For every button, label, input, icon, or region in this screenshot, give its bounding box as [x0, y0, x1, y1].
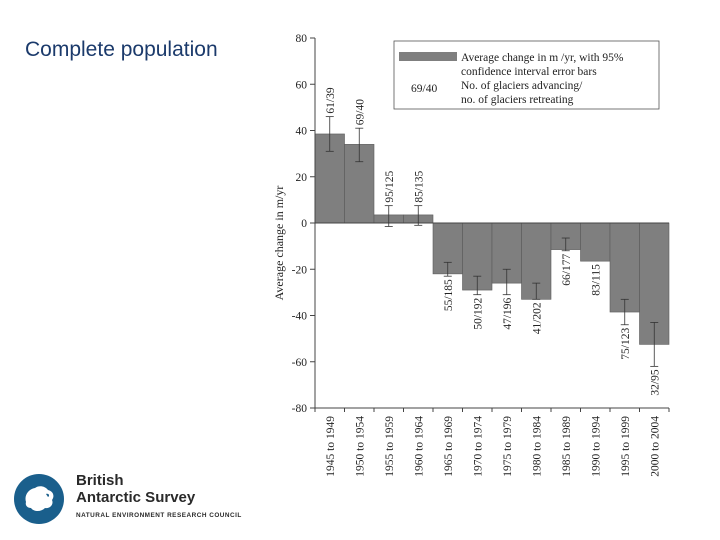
logo-name: British Antarctic Survey — [76, 472, 195, 506]
legend-entry-1: Average change in m /yr, with 95% confid… — [461, 52, 626, 78]
bar-count-label: 32/95 — [649, 369, 661, 395]
y-tick-label: 80 — [296, 33, 308, 45]
x-category-label: 1960 to 1964 — [413, 416, 425, 477]
x-category-label: 1945 to 1949 — [325, 416, 337, 477]
logo-subtitle: NATURAL ENVIRONMENT RESEARCH COUNCIL — [76, 512, 242, 519]
logo-line-2: Antarctic Survey — [76, 489, 196, 506]
x-category-label: 1955 to 1959 — [384, 416, 396, 477]
bar-count-label: 66/177 — [561, 254, 573, 286]
x-category-label: 1950 to 1954 — [354, 416, 366, 477]
y-tick-label: 60 — [296, 79, 308, 91]
glacier-change-chart: -80 -60 -40 -20 0 20 40 60 80 1945 to 1949 1950 to… — [272, 33, 670, 477]
x-category-label: 1980 to 1984 — [531, 416, 543, 477]
legend-sample: 69/40 — [411, 83, 437, 95]
bar-count-label: 95/125 — [384, 170, 396, 202]
x-category-label: 1970 to 1974 — [472, 416, 484, 477]
bar-count-label: 75/123 — [620, 328, 632, 360]
antarctica-emblem-icon — [14, 474, 64, 524]
bar-count-label: 83/115 — [590, 264, 602, 296]
bar — [609, 222, 640, 313]
y-tick-label: -80 — [292, 403, 308, 415]
x-category-label: 1995 to 1999 — [620, 416, 632, 477]
x-category-label: 1965 to 1969 — [443, 416, 455, 477]
bar-count-label: 69/40 — [354, 99, 366, 125]
x-category-label: 2000 to 2004 — [649, 416, 661, 477]
y-tick-label: -60 — [292, 357, 308, 369]
slide-title: Complete population — [25, 38, 218, 61]
y-tick-label: 20 — [296, 172, 308, 184]
chart-legend: Average change in m /yr, with 95% confid… — [393, 40, 660, 110]
x-category-label: 1985 to 1989 — [561, 416, 573, 477]
y-tick-label: -40 — [292, 311, 308, 323]
y-tick-label: 0 — [301, 218, 307, 230]
logo-line-1: British — [76, 472, 124, 489]
bar-count-label: 55/185 — [443, 279, 455, 311]
bar — [580, 222, 611, 262]
bar-count-label: 41/202 — [531, 302, 543, 334]
y-axis-title: Average change in m/yr — [272, 186, 286, 301]
bas-logo: British Antarctic Survey NATURAL ENVIRON… — [12, 470, 252, 530]
bar-count-label: 50/192 — [472, 297, 484, 329]
bar-count-label: 85/135 — [413, 170, 425, 202]
legend-swatch — [399, 52, 457, 61]
y-tick-label: 40 — [296, 126, 308, 138]
bar-count-label: 47/196 — [502, 297, 514, 329]
x-category-label: 1990 to 1994 — [590, 416, 602, 477]
bar-count-label: 61/39 — [325, 87, 337, 113]
legend-entry-2: No. of glaciers advancing/ no. of glacie… — [461, 80, 585, 106]
x-category-label: 1975 to 1979 — [502, 416, 514, 477]
y-tick-label: -20 — [292, 264, 308, 276]
